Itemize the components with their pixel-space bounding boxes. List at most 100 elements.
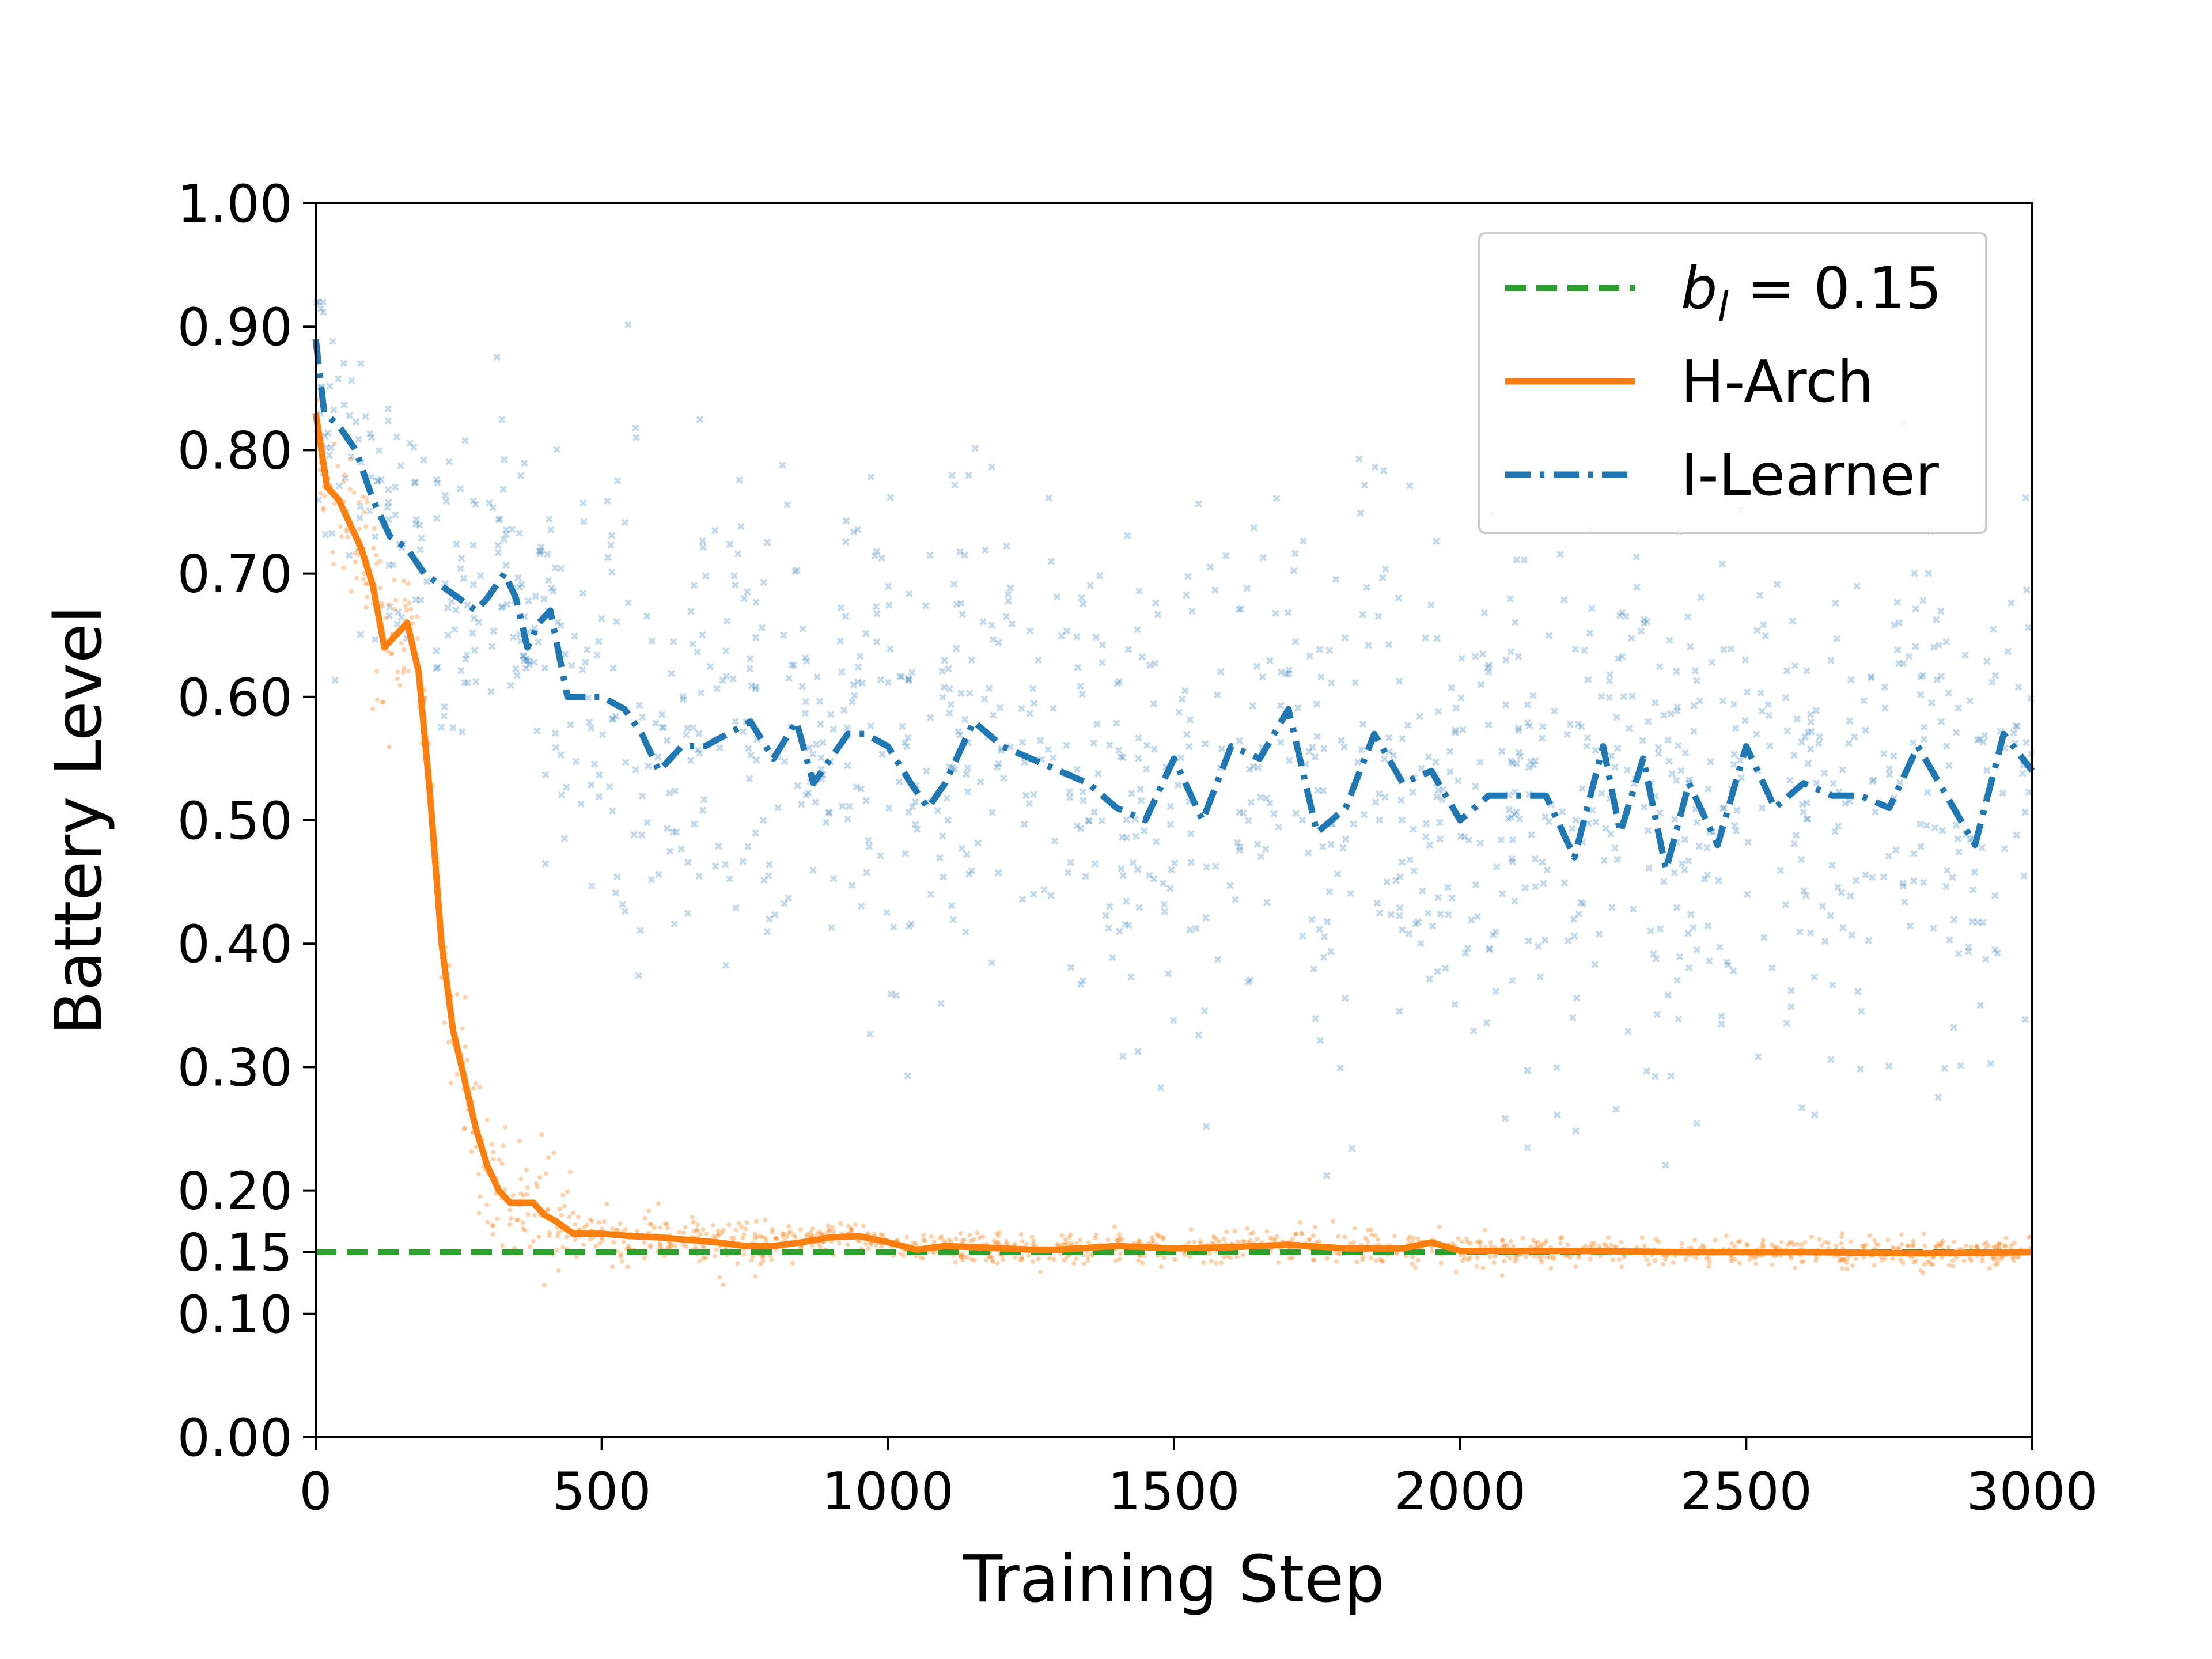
i-learner-sample-point — [543, 550, 551, 558]
i-learner-sample-point — [423, 578, 431, 585]
i-learner-sample-point — [1373, 899, 1381, 907]
i-learner-sample-point — [853, 783, 861, 791]
i-learner-sample-point — [334, 375, 342, 382]
i-learner-sample-point — [968, 656, 976, 664]
i-learner-sample-point — [1067, 859, 1074, 866]
h-arch-sample-point — [1573, 1264, 1578, 1269]
i-learner-sample-point — [1673, 703, 1681, 711]
h-arch-sample-point — [760, 1234, 765, 1240]
h-arch-sample-point — [1311, 1257, 1316, 1263]
i-learner-sample-point — [449, 724, 457, 732]
h-arch-sample-point — [1844, 1256, 1850, 1262]
i-learner-sample-point — [1245, 766, 1253, 773]
h-arch-sample-point — [1514, 1256, 1519, 1261]
h-arch-sample-point — [1116, 1232, 1122, 1237]
i-learner-sample-point — [1392, 877, 1400, 884]
i-learner-sample-point — [502, 562, 510, 569]
h-arch-sample-point — [1456, 1236, 1461, 1241]
i-learner-sample-point — [335, 482, 343, 490]
h-arch-sample-point — [1055, 1242, 1060, 1247]
h-arch-sample-point — [1694, 1255, 1699, 1260]
i-learner-sample-point — [1868, 674, 1876, 682]
h-arch-sample-point — [1940, 1238, 1945, 1244]
h-arch-sample-point — [760, 1258, 766, 1263]
h-arch-sample-point — [1799, 1242, 1804, 1247]
i-learner-sample-point — [1667, 710, 1675, 718]
h-arch-sample-point — [1853, 1256, 1858, 1261]
i-learner-sample-point — [938, 832, 946, 840]
i-learner-sample-point — [352, 418, 360, 426]
h-arch-sample-point — [1540, 1241, 1545, 1247]
i-learner-sample-point — [1218, 745, 1226, 753]
i-learner-sample-point — [1404, 721, 1412, 729]
h-arch-sample-point — [749, 1257, 754, 1263]
i-learner-sample-point — [1808, 728, 1815, 736]
i-learner-sample-point — [346, 412, 353, 419]
h-arch-sample-point — [695, 1222, 700, 1228]
i-learner-sample-point — [1938, 827, 1946, 835]
i-learner-sample-point — [1807, 718, 1815, 726]
h-arch-sample-point — [618, 1252, 623, 1257]
i-learner-sample-point — [1529, 761, 1537, 769]
i-learner-sample-point — [357, 630, 365, 638]
h-arch-sample-point — [1437, 1225, 1442, 1230]
h-arch-sample-point — [484, 1202, 490, 1207]
h-arch-sample-point — [1158, 1264, 1164, 1270]
h-arch-sample-point — [353, 551, 358, 556]
i-learner-sample-point — [1395, 594, 1403, 602]
h-arch-sample-point — [560, 1192, 565, 1198]
i-learner-sample-point — [804, 789, 812, 797]
i-learner-sample-point — [1545, 818, 1553, 826]
i-learner-sample-point — [1262, 845, 1270, 853]
h-arch-sample-point — [972, 1257, 977, 1263]
h-arch-sample-point — [758, 1234, 763, 1239]
i-learner-sample-point — [1577, 899, 1585, 907]
h-arch-sample-point — [1276, 1260, 1281, 1265]
i-learner-sample-point — [898, 722, 906, 730]
i-learner-sample-point — [961, 715, 969, 724]
i-learner-sample-point — [1681, 835, 1689, 843]
i-learner-sample-point — [1142, 765, 1150, 773]
i-learner-sample-point — [843, 724, 851, 732]
h-arch-sample-point — [1921, 1262, 1926, 1267]
i-learner-sample-point — [873, 548, 881, 555]
h-arch-sample-point — [1911, 1238, 1916, 1244]
i-learner-sample-point — [1484, 668, 1493, 676]
i-learner-sample-point — [1791, 662, 1799, 670]
i-learner-sample-point — [607, 541, 615, 549]
i-learner-sample-point — [2013, 831, 2021, 839]
i-learner-sample-point — [1654, 749, 1662, 757]
i-learner-sample-point — [1143, 741, 1151, 749]
h-arch-sample-point — [931, 1250, 937, 1255]
i-learner-sample-point — [1987, 1060, 1995, 1067]
i-learner-sample-point — [1521, 884, 1529, 892]
h-arch-sample-point — [1004, 1238, 1009, 1244]
i-learner-sample-point — [522, 655, 530, 663]
i-learner-sample-point — [1312, 1014, 1320, 1022]
i-learner-sample-point — [1571, 645, 1580, 653]
i-learner-sample-point — [1166, 802, 1175, 810]
i-learner-sample-point — [1489, 931, 1497, 939]
h-arch-sample-point — [345, 535, 350, 540]
i-learner-sample-point — [904, 1072, 912, 1080]
i-learner-sample-point — [522, 664, 530, 672]
i-learner-sample-point — [1684, 857, 1692, 865]
i-learner-sample-point — [1949, 873, 1956, 881]
i-learner-sample-point — [812, 740, 820, 748]
i-learner-sample-point — [1396, 904, 1404, 912]
i-learner-sample-point — [1515, 748, 1523, 756]
h-arch-sample-point — [531, 1238, 536, 1244]
i-learner-sample-point — [1135, 587, 1143, 595]
h-arch-sample-point — [1047, 1256, 1052, 1261]
h-arch-sample-point — [1287, 1256, 1293, 1261]
i-learner-sample-point — [1525, 722, 1533, 730]
h-arch-sample-point — [921, 1233, 926, 1238]
i-learner-sample-point — [1899, 882, 1907, 890]
h-arch-sample-point — [1480, 1266, 1486, 1271]
h-arch-sample-point — [1876, 1243, 1881, 1248]
i-learner-sample-point — [813, 673, 821, 681]
h-arch-sample-point — [1290, 1237, 1295, 1242]
h-arch-sample-point — [921, 1237, 926, 1243]
h-arch-sample-point — [330, 550, 335, 555]
h-arch-sample-point — [477, 1085, 482, 1090]
